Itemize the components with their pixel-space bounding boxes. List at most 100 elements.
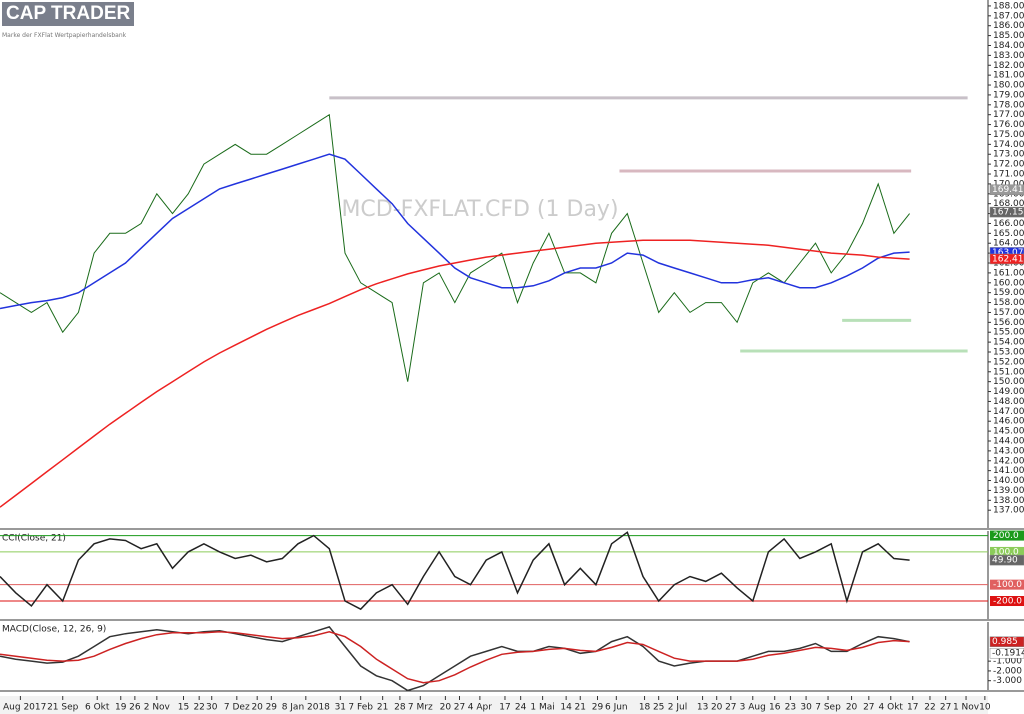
y-tick-label: 184.00 (993, 41, 1024, 51)
y-tick-label: 174.00 (993, 140, 1024, 150)
x-tick-label: 7 Mrz (408, 703, 433, 713)
x-tick-label: 13 (697, 703, 708, 713)
tick-bg (990, 596, 1024, 607)
y-tick-label: 164.00 (993, 239, 1024, 249)
logo: CAP TRADER Marke der FXFlat Wertpapierha… (0, 0, 140, 40)
price-tag (989, 647, 1024, 659)
x-tick-label: 7 Sep (815, 703, 841, 713)
y-tick-label: 168.00 (993, 199, 1024, 209)
x-tick-label: 17 (907, 703, 918, 713)
price-tag (989, 253, 1024, 265)
x-tick-label: 27 (725, 703, 736, 713)
x-tick-label: 27 (454, 703, 465, 713)
x-tick-label: 21 (377, 703, 388, 713)
y-tick-label: 183.00 (993, 51, 1024, 61)
y-tick-label: 138.00 (993, 496, 1024, 506)
y-tick-label: 149.00 (993, 387, 1024, 397)
series-line (0, 531, 910, 611)
series-line (0, 631, 910, 684)
y-tick-label: 186.00 (993, 21, 1024, 31)
y-tick-label: -1.000 (993, 657, 1022, 667)
x-tick-label: 30 (206, 703, 218, 713)
y-tick-label: 160.00 (993, 278, 1024, 288)
y-tick-label: 146.00 (993, 417, 1024, 427)
price-tag-label: 167.15 (992, 208, 1024, 218)
price-tag (989, 636, 1024, 647)
y-tick-label: 177.00 (993, 110, 1024, 120)
tick-bg (990, 530, 1024, 541)
y-tick-label: 179.00 (993, 90, 1024, 100)
watermark: MCD-FXFLAT.CFD (1 Day) (341, 197, 618, 222)
y-tick-label: 170.00 (993, 179, 1024, 189)
x-tick-label: 14 (560, 703, 572, 713)
y-tick-label: 142.00 (993, 456, 1024, 466)
x-tick-label: 1 Nov (953, 703, 980, 713)
x-tick-label: 8 Jan 2018 (282, 703, 330, 713)
tick-bg (990, 546, 1024, 557)
y-tick-label: 148.00 (993, 397, 1024, 407)
y-tick-label: 200.0 (993, 531, 1019, 541)
panel-title: MACD(Close, 12, 26, 9) (2, 625, 106, 635)
y-tick-label: 150.00 (993, 377, 1024, 387)
series-line (0, 239, 910, 508)
y-tick-label: 147.00 (993, 407, 1024, 417)
x-tick-label: 2 Jul (668, 703, 687, 713)
x-tick-label: 22 (193, 703, 204, 713)
y-tick-label: 144.00 (993, 436, 1024, 446)
x-tick-label: 4 Apr (468, 703, 492, 713)
y-tick-label: 137.00 (993, 506, 1024, 516)
price-tag-label: 0.985 (992, 637, 1018, 647)
y-tick-label: 180.00 (993, 81, 1024, 91)
x-tick-label: 26 (129, 703, 141, 713)
x-tick-label: 28 (394, 703, 406, 713)
y-tick-label: 139.00 (993, 486, 1024, 496)
x-tick-label: 1 Mai (530, 703, 554, 713)
price-tag-label: 163.07 (992, 248, 1024, 258)
x-tick-label: 31 (335, 703, 346, 713)
x-tick-label: 21 (575, 703, 586, 713)
x-tick-label: 15 (178, 703, 189, 713)
x-tick-label: 19 (115, 703, 127, 713)
logo-subtitle: Marke der FXFlat Wertpapierhandelsbank (2, 32, 127, 39)
y-tick-label: 175.00 (993, 130, 1024, 140)
y-tick-label: 156.00 (993, 318, 1024, 328)
y-tick-label: 185.00 (993, 31, 1024, 41)
y-tick-label: 158.00 (993, 298, 1024, 308)
y-tick-label: 187.00 (993, 11, 1024, 21)
y-tick-label: -100.0 (993, 580, 1022, 590)
price-tag-label: 169.41 (992, 185, 1024, 195)
x-tick-label: 6 Okt (85, 703, 110, 713)
x-tick-label: 20 (711, 703, 723, 713)
price-tag (989, 206, 1024, 218)
x-tick-label: 21 Sep (47, 703, 79, 713)
y-tick-label: 151.00 (993, 367, 1024, 377)
x-tick-label: 3 Aug (740, 703, 766, 713)
x-tick-label: 17 (499, 703, 510, 713)
x-tick-label: 10 (979, 703, 991, 713)
x-tick-label: 7 Feb (348, 703, 373, 713)
logo-title: CAP TRADER (2, 2, 135, 26)
y-tick-label: -2.000 (993, 666, 1022, 676)
y-tick-label: 155.00 (993, 328, 1024, 338)
y-tick-label: 154.00 (993, 338, 1024, 348)
x-axis-band (0, 696, 988, 714)
x-tick-label: 23 (785, 703, 796, 713)
y-tick-label: 182.00 (993, 61, 1024, 71)
y-tick-label: 178.00 (993, 100, 1024, 110)
y-tick-label: -200.0 (993, 597, 1022, 607)
y-tick-label: 171.00 (993, 170, 1024, 180)
x-tick-label: 6 Jun (605, 703, 628, 713)
x-tick-label: 27 (863, 703, 874, 713)
y-tick-label: 100.0 (993, 547, 1019, 557)
y-tick-label: 143.00 (993, 446, 1024, 456)
y-tick-label: 145.00 (993, 427, 1024, 437)
x-tick-label: 29 (592, 703, 604, 713)
price-tag-label: -0.1914 (992, 649, 1024, 659)
series-line (0, 626, 910, 692)
x-tick-label: 20 (440, 703, 452, 713)
y-tick-label: 176.00 (993, 120, 1024, 130)
y-tick-label: 161.00 (993, 268, 1024, 278)
x-tick-label: 7 Dez (224, 703, 250, 713)
